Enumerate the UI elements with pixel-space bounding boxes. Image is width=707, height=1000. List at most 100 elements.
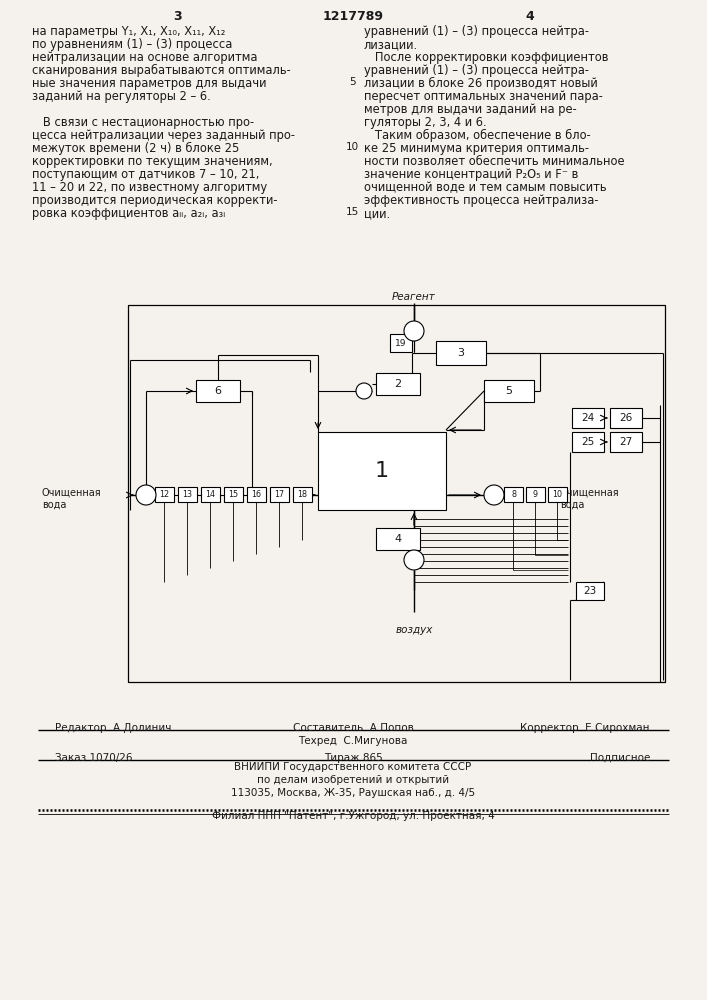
Text: Реагент: Реагент xyxy=(392,292,436,302)
Text: 12: 12 xyxy=(160,490,170,499)
Text: Составитель  А.Попов: Составитель А.Попов xyxy=(293,723,414,733)
Text: 13: 13 xyxy=(182,490,192,499)
Text: 6: 6 xyxy=(214,386,221,396)
Text: 11 – 20 и 22, по известному алгоритму: 11 – 20 и 22, по известному алгоритму xyxy=(32,181,267,194)
Text: по уравнениям (1) – (3) процесса: по уравнениям (1) – (3) процесса xyxy=(32,38,233,51)
Text: После корректировки коэффициентов: После корректировки коэффициентов xyxy=(364,51,609,64)
Text: 19: 19 xyxy=(395,338,407,348)
Text: 1217789: 1217789 xyxy=(322,10,383,23)
Circle shape xyxy=(136,485,156,505)
Text: Филиал ППП "Патент", г.Ужгород, ул. Проектная, 4: Филиал ППП "Патент", г.Ужгород, ул. Прое… xyxy=(211,811,494,821)
Text: производится периодическая корректи-: производится периодическая корректи- xyxy=(32,194,278,207)
Text: 7: 7 xyxy=(491,490,497,499)
Text: уравнений (1) – (3) процесса нейтра-: уравнений (1) – (3) процесса нейтра- xyxy=(364,25,589,38)
Bar xyxy=(376,528,420,550)
Bar xyxy=(576,582,604,600)
Text: воздух: воздух xyxy=(395,625,433,635)
Text: лизации в блоке 26 производят новый: лизации в блоке 26 производят новый xyxy=(364,77,597,90)
Text: гуляторы 2, 3, 4 и 6.: гуляторы 2, 3, 4 и 6. xyxy=(364,116,486,129)
Text: 10: 10 xyxy=(552,490,563,499)
Bar xyxy=(155,487,174,502)
Bar xyxy=(247,487,266,502)
Bar xyxy=(224,487,243,502)
Bar xyxy=(130,360,380,512)
Text: 4: 4 xyxy=(525,10,534,23)
Text: заданий на регуляторы 2 – 6.: заданий на регуляторы 2 – 6. xyxy=(32,90,211,103)
Circle shape xyxy=(404,321,424,341)
Text: 9: 9 xyxy=(533,490,538,499)
Text: 5: 5 xyxy=(349,77,356,87)
Bar xyxy=(390,334,412,352)
Text: Заказ 1070/26: Заказ 1070/26 xyxy=(55,753,132,763)
Text: 113035, Москва, Ж-35, Раушская наб., д. 4/5: 113035, Москва, Ж-35, Раушская наб., д. … xyxy=(231,788,475,798)
Text: ности позволяет обеспечить минимальное: ности позволяет обеспечить минимальное xyxy=(364,155,624,168)
Bar xyxy=(572,432,604,452)
Text: 2: 2 xyxy=(395,379,402,389)
Text: 1: 1 xyxy=(375,461,389,481)
Text: Очищенная: Очищенная xyxy=(560,488,619,498)
Circle shape xyxy=(404,550,424,570)
Text: метров для выдачи заданий на ре-: метров для выдачи заданий на ре- xyxy=(364,103,577,116)
Bar xyxy=(293,487,312,502)
Text: Очищенная: Очищенная xyxy=(42,488,102,498)
Text: 21: 21 xyxy=(359,386,369,395)
Bar xyxy=(610,432,642,452)
Bar xyxy=(178,487,197,502)
Text: ке 25 минимума критерия оптималь-: ке 25 минимума критерия оптималь- xyxy=(364,142,589,155)
Bar xyxy=(270,487,289,502)
Text: сканирования вырабатываются оптималь-: сканирования вырабатываются оптималь- xyxy=(32,64,291,77)
Text: Техред  С.Мигунова: Техред С.Мигунова xyxy=(298,736,408,746)
Text: 26: 26 xyxy=(619,413,633,423)
Text: 14: 14 xyxy=(206,490,216,499)
Text: 25: 25 xyxy=(581,437,595,447)
Text: лизации.: лизации. xyxy=(364,38,418,51)
Text: ВНИИПИ Государственного комитета СССР: ВНИИПИ Государственного комитета СССР xyxy=(235,762,472,772)
Bar xyxy=(610,408,642,428)
Text: 17: 17 xyxy=(274,490,284,499)
Text: эффективность процесса нейтрализа-: эффективность процесса нейтрализа- xyxy=(364,194,599,207)
Text: 18: 18 xyxy=(298,490,308,499)
Text: В связи с нестационарностью про-: В связи с нестационарностью про- xyxy=(32,116,254,129)
Bar xyxy=(484,380,534,402)
Text: по делам изобретений и открытий: по делам изобретений и открытий xyxy=(257,775,449,785)
Bar xyxy=(504,487,523,502)
Text: 10: 10 xyxy=(346,142,358,152)
Bar xyxy=(318,432,446,510)
Text: вода: вода xyxy=(560,500,585,510)
Text: вода: вода xyxy=(42,500,66,510)
Text: Таким образом, обеспечение в бло-: Таким образом, обеспечение в бло- xyxy=(364,129,591,142)
Text: 15: 15 xyxy=(228,490,238,499)
Text: межуток времени (2 ч) в блоке 25: межуток времени (2 ч) в блоке 25 xyxy=(32,142,240,155)
Text: 22: 22 xyxy=(409,556,419,564)
Text: 27: 27 xyxy=(619,437,633,447)
Text: 8: 8 xyxy=(511,490,516,499)
Text: поступающим от датчиков 7 – 10, 21,: поступающим от датчиков 7 – 10, 21, xyxy=(32,168,259,181)
Text: на параметры Y₁, X₁, X₁₀, X₁₁, X₁₂: на параметры Y₁, X₁, X₁₀, X₁₁, X₁₂ xyxy=(32,25,226,38)
Text: уравнений (1) – (3) процесса нейтра-: уравнений (1) – (3) процесса нейтра- xyxy=(364,64,589,77)
Bar xyxy=(526,487,545,502)
Text: Тираж 865: Тираж 865 xyxy=(324,753,382,763)
Text: пересчет оптимальных значений пара-: пересчет оптимальных значений пара- xyxy=(364,90,603,103)
Text: корректировки по текущим значениям,: корректировки по текущим значениям, xyxy=(32,155,273,168)
Text: 3: 3 xyxy=(457,348,464,358)
Text: 11: 11 xyxy=(141,490,151,499)
Bar xyxy=(572,408,604,428)
Text: 20: 20 xyxy=(409,326,419,336)
Text: 3: 3 xyxy=(173,10,181,23)
Bar xyxy=(376,373,420,395)
Text: 16: 16 xyxy=(252,490,262,499)
Text: очищенной воде и тем самым повысить: очищенной воде и тем самым повысить xyxy=(364,181,607,194)
Text: значение концентраций P₂O₅ и F⁻ в: значение концентраций P₂O₅ и F⁻ в xyxy=(364,168,578,181)
Bar xyxy=(196,380,240,402)
Bar xyxy=(128,305,665,682)
Text: Редактор  А.Долинич: Редактор А.Долинич xyxy=(55,723,171,733)
Text: нейтрализации на основе алгоритма: нейтрализации на основе алгоритма xyxy=(32,51,257,64)
Bar xyxy=(436,341,486,365)
Circle shape xyxy=(484,485,504,505)
Text: ные значения параметров для выдачи: ные значения параметров для выдачи xyxy=(32,77,267,90)
Bar xyxy=(548,487,567,502)
Text: цесса нейтрализации через заданный про-: цесса нейтрализации через заданный про- xyxy=(32,129,295,142)
Text: ции.: ции. xyxy=(364,207,390,220)
Text: 4: 4 xyxy=(395,534,402,544)
Text: Подписное: Подписное xyxy=(590,753,650,763)
